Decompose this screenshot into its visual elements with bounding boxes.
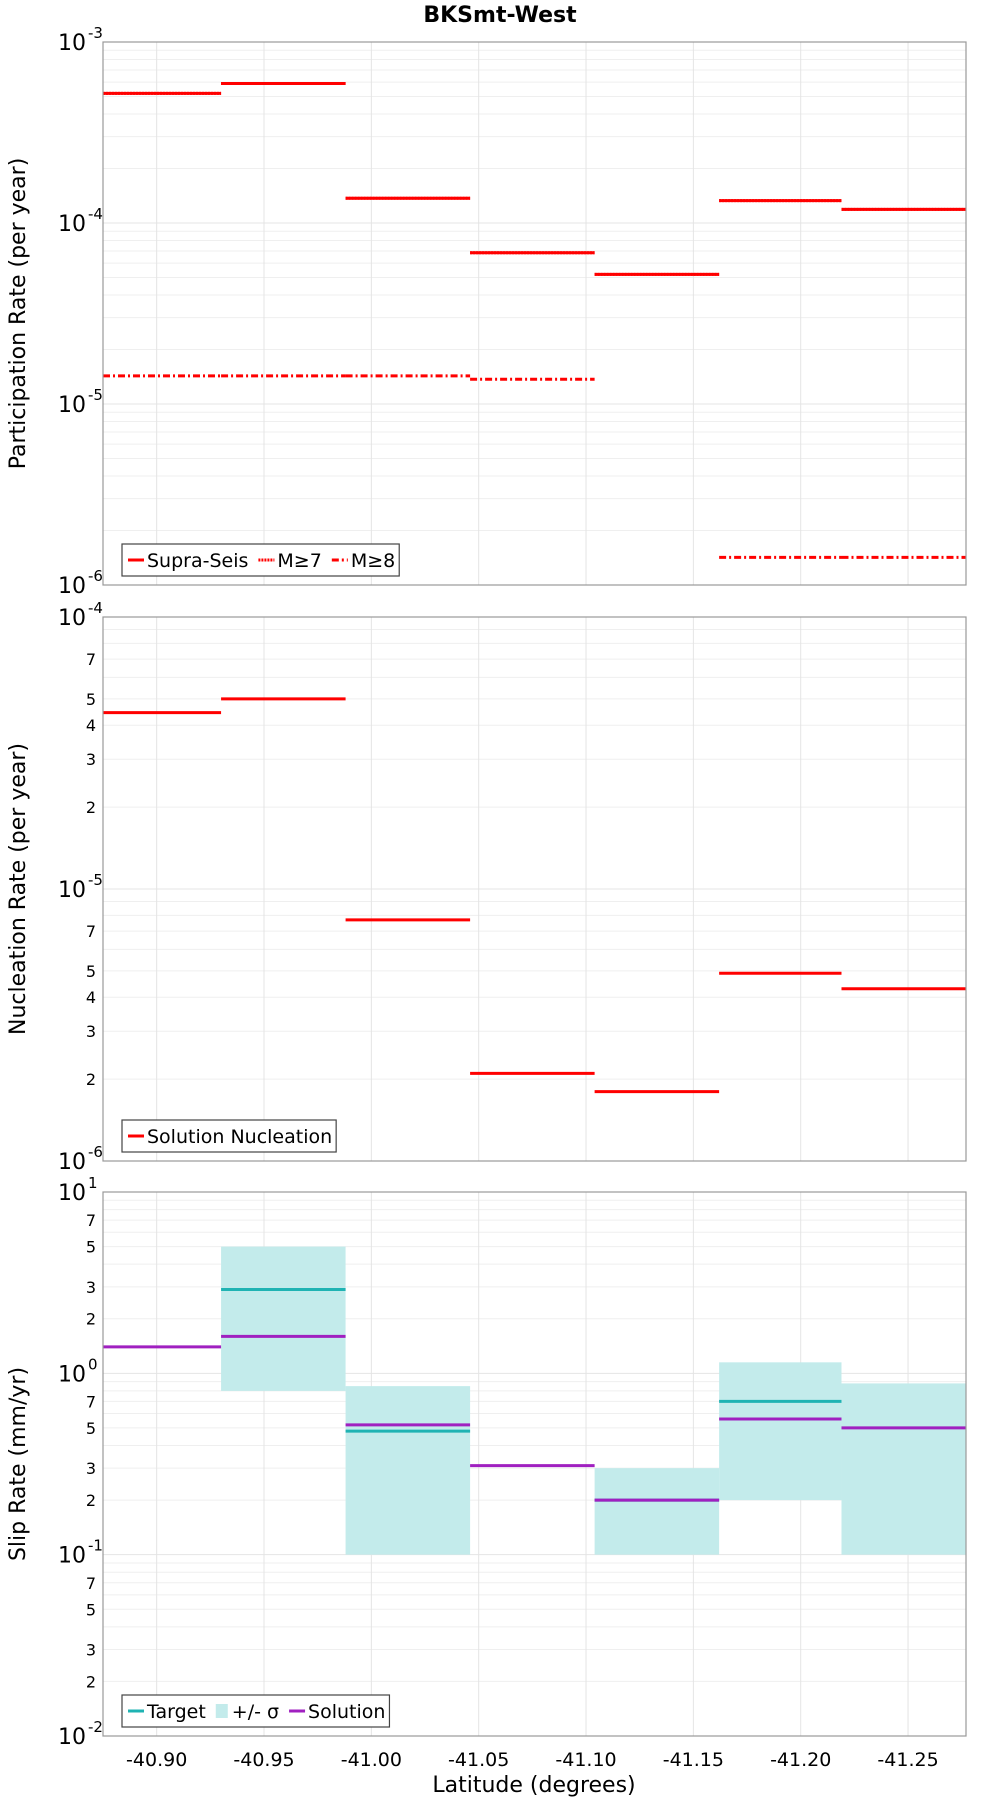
y-tick-label: 3 [86, 1640, 96, 1659]
y-tick-exponent: 0 [88, 1355, 98, 1373]
x-axis-label: Latitude (degrees) [432, 1773, 635, 1798]
y-tick-label: 3 [86, 1022, 96, 1041]
y-tick-label: 5 [86, 690, 96, 709]
y-tick-label: 5 [86, 1238, 96, 1257]
y-tick-label: 10 [58, 31, 86, 56]
legend-label: M≥7 [277, 550, 321, 572]
y-tick-label: 10 [58, 574, 86, 599]
legend-frame [121, 1119, 337, 1153]
y-tick-label: 7 [86, 650, 96, 669]
legend-swatch [215, 1704, 228, 1718]
y-tick-exponent: -6 [88, 1143, 103, 1161]
y-tick-label: 2 [86, 798, 96, 817]
y-tick-exponent: -2 [88, 1718, 103, 1736]
x-tick-label: -40.95 [233, 1749, 294, 1771]
y-tick-label: 10 [58, 1181, 86, 1206]
x-tick-label: -41.00 [341, 1749, 402, 1771]
y-tick-label: 7 [86, 922, 96, 941]
y-tick-label: 4 [86, 716, 96, 735]
legend-label: M≥8 [351, 550, 395, 572]
y-tick-exponent: -6 [88, 567, 103, 585]
x-tick-label: -41.05 [448, 1749, 509, 1771]
x-tick-label: -41.25 [877, 1749, 938, 1771]
y-tick-label: 2 [86, 1070, 96, 1089]
x-tick-label: -41.15 [663, 1749, 724, 1771]
y-axis-label: Slip Rate (mm/yr) [6, 1367, 31, 1561]
x-tick-label: -41.10 [555, 1749, 616, 1771]
y-tick-label: 7 [86, 1211, 96, 1230]
sigma-band [594, 1468, 720, 1555]
y-tick-exponent: -4 [88, 599, 103, 617]
y-tick-label: 10 [58, 1362, 86, 1387]
legend-label: Solution Nucleation [147, 1126, 332, 1148]
sigma-band [221, 1246, 346, 1391]
legend: Supra-Seis M≥7 M≥8 [121, 543, 400, 577]
legend-label: Target [146, 1701, 206, 1723]
y-tick-label: 5 [86, 1600, 96, 1619]
legend: Target +/- σ Solution [121, 1694, 391, 1728]
y-tick-label: 3 [86, 1459, 96, 1478]
y-tick-exponent: -3 [88, 24, 103, 42]
sigma-band [841, 1383, 966, 1555]
y-tick-exponent: -5 [88, 871, 103, 889]
y-tick-label: 2 [86, 1672, 96, 1691]
y-tick-exponent: -4 [88, 205, 103, 223]
y-tick-label: 10 [58, 606, 86, 631]
plot-frame [102, 41, 967, 586]
y-tick-label: 10 [58, 1150, 86, 1175]
y-tick-exponent: -1 [88, 1537, 103, 1555]
y-axis-label: Participation Rate (per year) [6, 158, 31, 470]
y-axis-label: Nucleation Rate (per year) [6, 743, 31, 1035]
legend: Solution Nucleation [121, 1119, 337, 1153]
y-tick-label: 7 [86, 1574, 96, 1593]
y-tick-label: 2 [86, 1491, 96, 1510]
legend-label: Solution [308, 1701, 385, 1723]
x-tick-label: -40.90 [126, 1749, 187, 1771]
y-tick-exponent: -5 [88, 386, 103, 404]
legend-label: +/- σ [232, 1701, 279, 1723]
y-tick-label: 4 [86, 988, 96, 1007]
plot-frame [102, 1191, 967, 1737]
y-tick-label: 10 [58, 393, 86, 418]
y-tick-label: 7 [86, 1392, 96, 1411]
legend-frame [121, 543, 400, 577]
y-tick-label: 2 [86, 1310, 96, 1329]
y-tick-label: 5 [86, 962, 96, 981]
y-tick-exponent: 1 [88, 1174, 98, 1192]
y-tick-label: 3 [86, 1278, 96, 1297]
y-tick-label: 5 [86, 1419, 96, 1438]
x-tick-label: -41.20 [770, 1749, 831, 1771]
y-tick-label: 10 [58, 212, 86, 237]
chart-title: BKSmt-West [423, 3, 577, 28]
legend-label: Supra-Seis [147, 550, 248, 572]
sigma-band [719, 1362, 842, 1501]
y-tick-label: 10 [58, 1725, 86, 1750]
sigma-band [345, 1386, 471, 1555]
legend-frame [121, 1694, 391, 1728]
y-tick-label: 10 [58, 1544, 86, 1569]
plot-frame [102, 616, 967, 1162]
y-tick-label: 3 [86, 750, 96, 769]
y-tick-label: 10 [58, 878, 86, 903]
